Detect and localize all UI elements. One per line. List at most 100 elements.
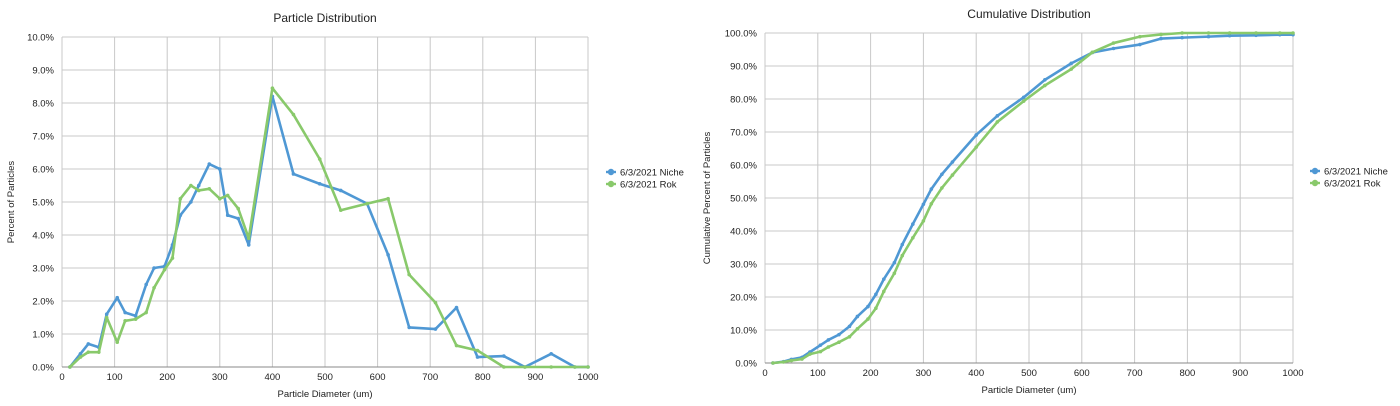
data-point	[133, 314, 138, 318]
data-point	[847, 334, 852, 339]
x-tick-label: 800	[475, 372, 491, 383]
data-point	[1278, 31, 1282, 35]
data-point	[189, 200, 193, 204]
y-tick-label: 90.0%	[730, 62, 757, 73]
data-point	[1138, 34, 1142, 39]
data-point	[837, 332, 841, 337]
y-tick-label: 60.0%	[730, 161, 757, 172]
y-axis-label: Cumulative Percent of Particles	[702, 131, 713, 264]
x-tick-label: 600	[1074, 368, 1090, 379]
data-point	[586, 365, 590, 369]
x-tick-label: 300	[915, 368, 931, 379]
grid	[61, 36, 589, 368]
data-point	[573, 365, 577, 369]
data-point	[178, 196, 183, 201]
data-point	[386, 196, 390, 201]
x-tick-label: 400	[968, 368, 984, 379]
data-point	[866, 317, 870, 321]
data-point	[1227, 33, 1232, 38]
data-point	[940, 172, 944, 177]
data-point	[523, 365, 527, 369]
data-point	[86, 342, 91, 346]
data-point	[929, 201, 934, 206]
y-axis-label: Percent of Particles	[6, 161, 17, 244]
data-point	[1111, 46, 1116, 51]
y-tick-label: 10.0%	[730, 326, 757, 337]
data-point	[144, 282, 148, 287]
y-tick-label: 5.0%	[32, 198, 54, 209]
series-line	[772, 33, 1293, 365]
chart-title: Particle Distribution	[273, 11, 376, 25]
y-tick-label: 80.0%	[730, 95, 757, 106]
data-point	[246, 243, 251, 247]
data-point	[218, 167, 222, 171]
data-point	[115, 295, 120, 300]
y-tick-label: 6.0%	[32, 165, 54, 176]
data-point	[847, 324, 852, 329]
legend-entry: 6/3/2021 Rok	[620, 179, 677, 190]
data-point	[433, 327, 438, 331]
data-point	[123, 310, 127, 315]
y-tick-label: 10.0%	[27, 33, 54, 44]
data-point	[1069, 61, 1074, 66]
y-tick-label: 20.0%	[730, 293, 757, 304]
data-point	[189, 183, 193, 188]
y-tick-label: 0.0%	[32, 363, 54, 374]
data-point	[78, 355, 83, 359]
data-point	[270, 86, 275, 90]
data-point	[921, 219, 926, 223]
data-point	[454, 305, 459, 310]
y-tick-label: 100.0%	[725, 29, 758, 40]
data-point	[317, 157, 322, 161]
legend-swatch-marker	[1311, 179, 1319, 187]
data-point	[900, 242, 905, 247]
data-point	[771, 361, 775, 365]
data-point	[78, 352, 83, 356]
data-point	[1159, 36, 1163, 41]
data-point	[882, 289, 886, 294]
data-point	[940, 186, 944, 190]
y-tick-label: 30.0%	[730, 260, 757, 271]
data-point	[475, 348, 480, 353]
data-point	[317, 182, 322, 186]
data-point	[291, 112, 296, 117]
x-tick-label: 200	[159, 372, 175, 383]
data-point	[502, 365, 506, 369]
data-point	[1111, 41, 1116, 45]
data-point	[855, 314, 860, 319]
series-line	[68, 86, 588, 369]
y-tick-label: 4.0%	[32, 231, 54, 242]
data-point	[207, 187, 212, 191]
data-point	[1021, 95, 1026, 100]
data-point	[1043, 78, 1047, 82]
grid	[764, 32, 1294, 364]
data-point	[170, 256, 175, 260]
data-point	[789, 358, 794, 363]
legend-swatch-marker	[1311, 167, 1319, 175]
data-point	[338, 208, 343, 213]
x-tick-label: 100	[107, 372, 123, 383]
data-point	[974, 145, 978, 149]
x-tick-label: 300	[212, 372, 228, 383]
data-point	[1180, 31, 1184, 35]
data-point	[892, 260, 897, 265]
x-tick-label: 900	[1232, 368, 1248, 379]
data-point	[837, 340, 841, 345]
series-rok	[771, 31, 1295, 365]
data-point	[152, 286, 156, 290]
data-point	[407, 325, 411, 330]
data-point	[1159, 32, 1163, 37]
data-point	[152, 266, 156, 270]
data-point	[196, 183, 201, 188]
data-point	[808, 352, 812, 356]
data-point	[781, 360, 786, 364]
data-point	[1138, 42, 1142, 47]
x-tick-label: 600	[370, 372, 386, 383]
data-point	[433, 300, 438, 305]
data-point	[929, 187, 934, 191]
data-point	[882, 277, 886, 281]
data-point	[104, 312, 109, 317]
data-point	[162, 267, 167, 272]
cumulative-distribution-chart: Cumulative Distribution 0 100 200 300 400 500 6…	[700, 0, 1400, 406]
